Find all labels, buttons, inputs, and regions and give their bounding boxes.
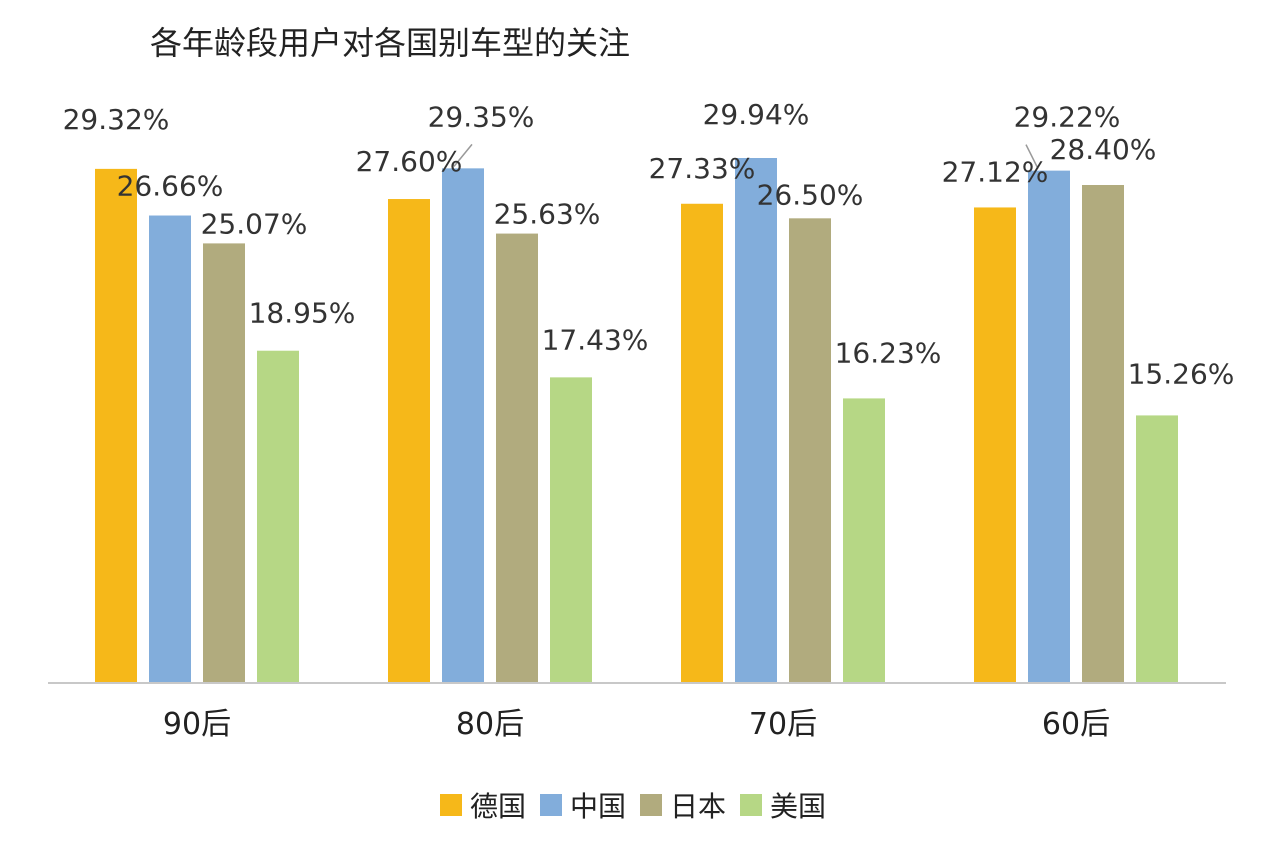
bar — [95, 168, 137, 683]
data-label: 28.40% — [1050, 133, 1157, 166]
legend-swatch — [439, 794, 462, 816]
bar — [257, 350, 299, 683]
x-tick-label: 70后 — [749, 707, 817, 742]
label-leader-line — [1025, 144, 1039, 169]
data-label: 27.60% — [356, 145, 463, 178]
bar — [974, 207, 1016, 683]
legend-swatch — [740, 794, 763, 816]
data-label: 29.22% — [1014, 101, 1121, 134]
legend-item: 美国 — [740, 785, 826, 825]
bar — [681, 203, 723, 683]
data-label: 25.63% — [494, 198, 601, 231]
bar — [1028, 170, 1070, 683]
legend-item: 日本 — [640, 785, 726, 825]
bar — [149, 215, 191, 684]
bar — [442, 168, 484, 683]
bar — [789, 218, 831, 683]
bar — [203, 243, 245, 683]
data-label: 29.35% — [428, 100, 535, 133]
legend-label: 美国 — [770, 790, 827, 823]
x-tick-label: 80后 — [456, 707, 524, 742]
data-label: 27.12% — [942, 155, 1049, 188]
legend: 德国 中国 日本 美国 — [0, 785, 1280, 825]
bar — [735, 158, 777, 683]
chart-title: 各年龄段用户对各国别车型的关注 — [150, 24, 631, 62]
data-label: 29.94% — [703, 98, 810, 131]
data-label: 27.33% — [649, 152, 756, 185]
bar — [1136, 415, 1178, 683]
bar — [550, 377, 592, 683]
data-label: 16.23% — [835, 336, 942, 369]
x-tick-label: 90后 — [163, 707, 231, 742]
label-leader-line — [453, 143, 473, 167]
legend-item: 德国 — [439, 785, 526, 825]
data-label: 18.95% — [249, 297, 356, 330]
legend-swatch — [640, 794, 662, 816]
data-label: 29.32% — [63, 103, 170, 136]
data-label: 26.66% — [117, 170, 224, 203]
data-label: 17.43% — [542, 323, 649, 356]
legend-label: 中国 — [569, 790, 626, 823]
legend-label: 日本 — [670, 790, 727, 823]
bar-chart: 29.32% 26.66% 25.07% 18.95% 27.60% 29.35% 25.6… — [48, 98, 1235, 742]
data-label: 26.50% — [757, 178, 864, 211]
x-tick-label: 60后 — [1042, 707, 1110, 742]
data-label: 15.26% — [1128, 357, 1235, 390]
bar — [1082, 185, 1124, 683]
bar — [496, 233, 538, 683]
legend-label: 德国 — [469, 790, 526, 823]
legend-item: 中国 — [539, 785, 626, 825]
bar — [843, 398, 885, 683]
data-label: 25.07% — [201, 207, 308, 240]
legend-swatch — [539, 794, 562, 816]
bar — [388, 199, 430, 684]
